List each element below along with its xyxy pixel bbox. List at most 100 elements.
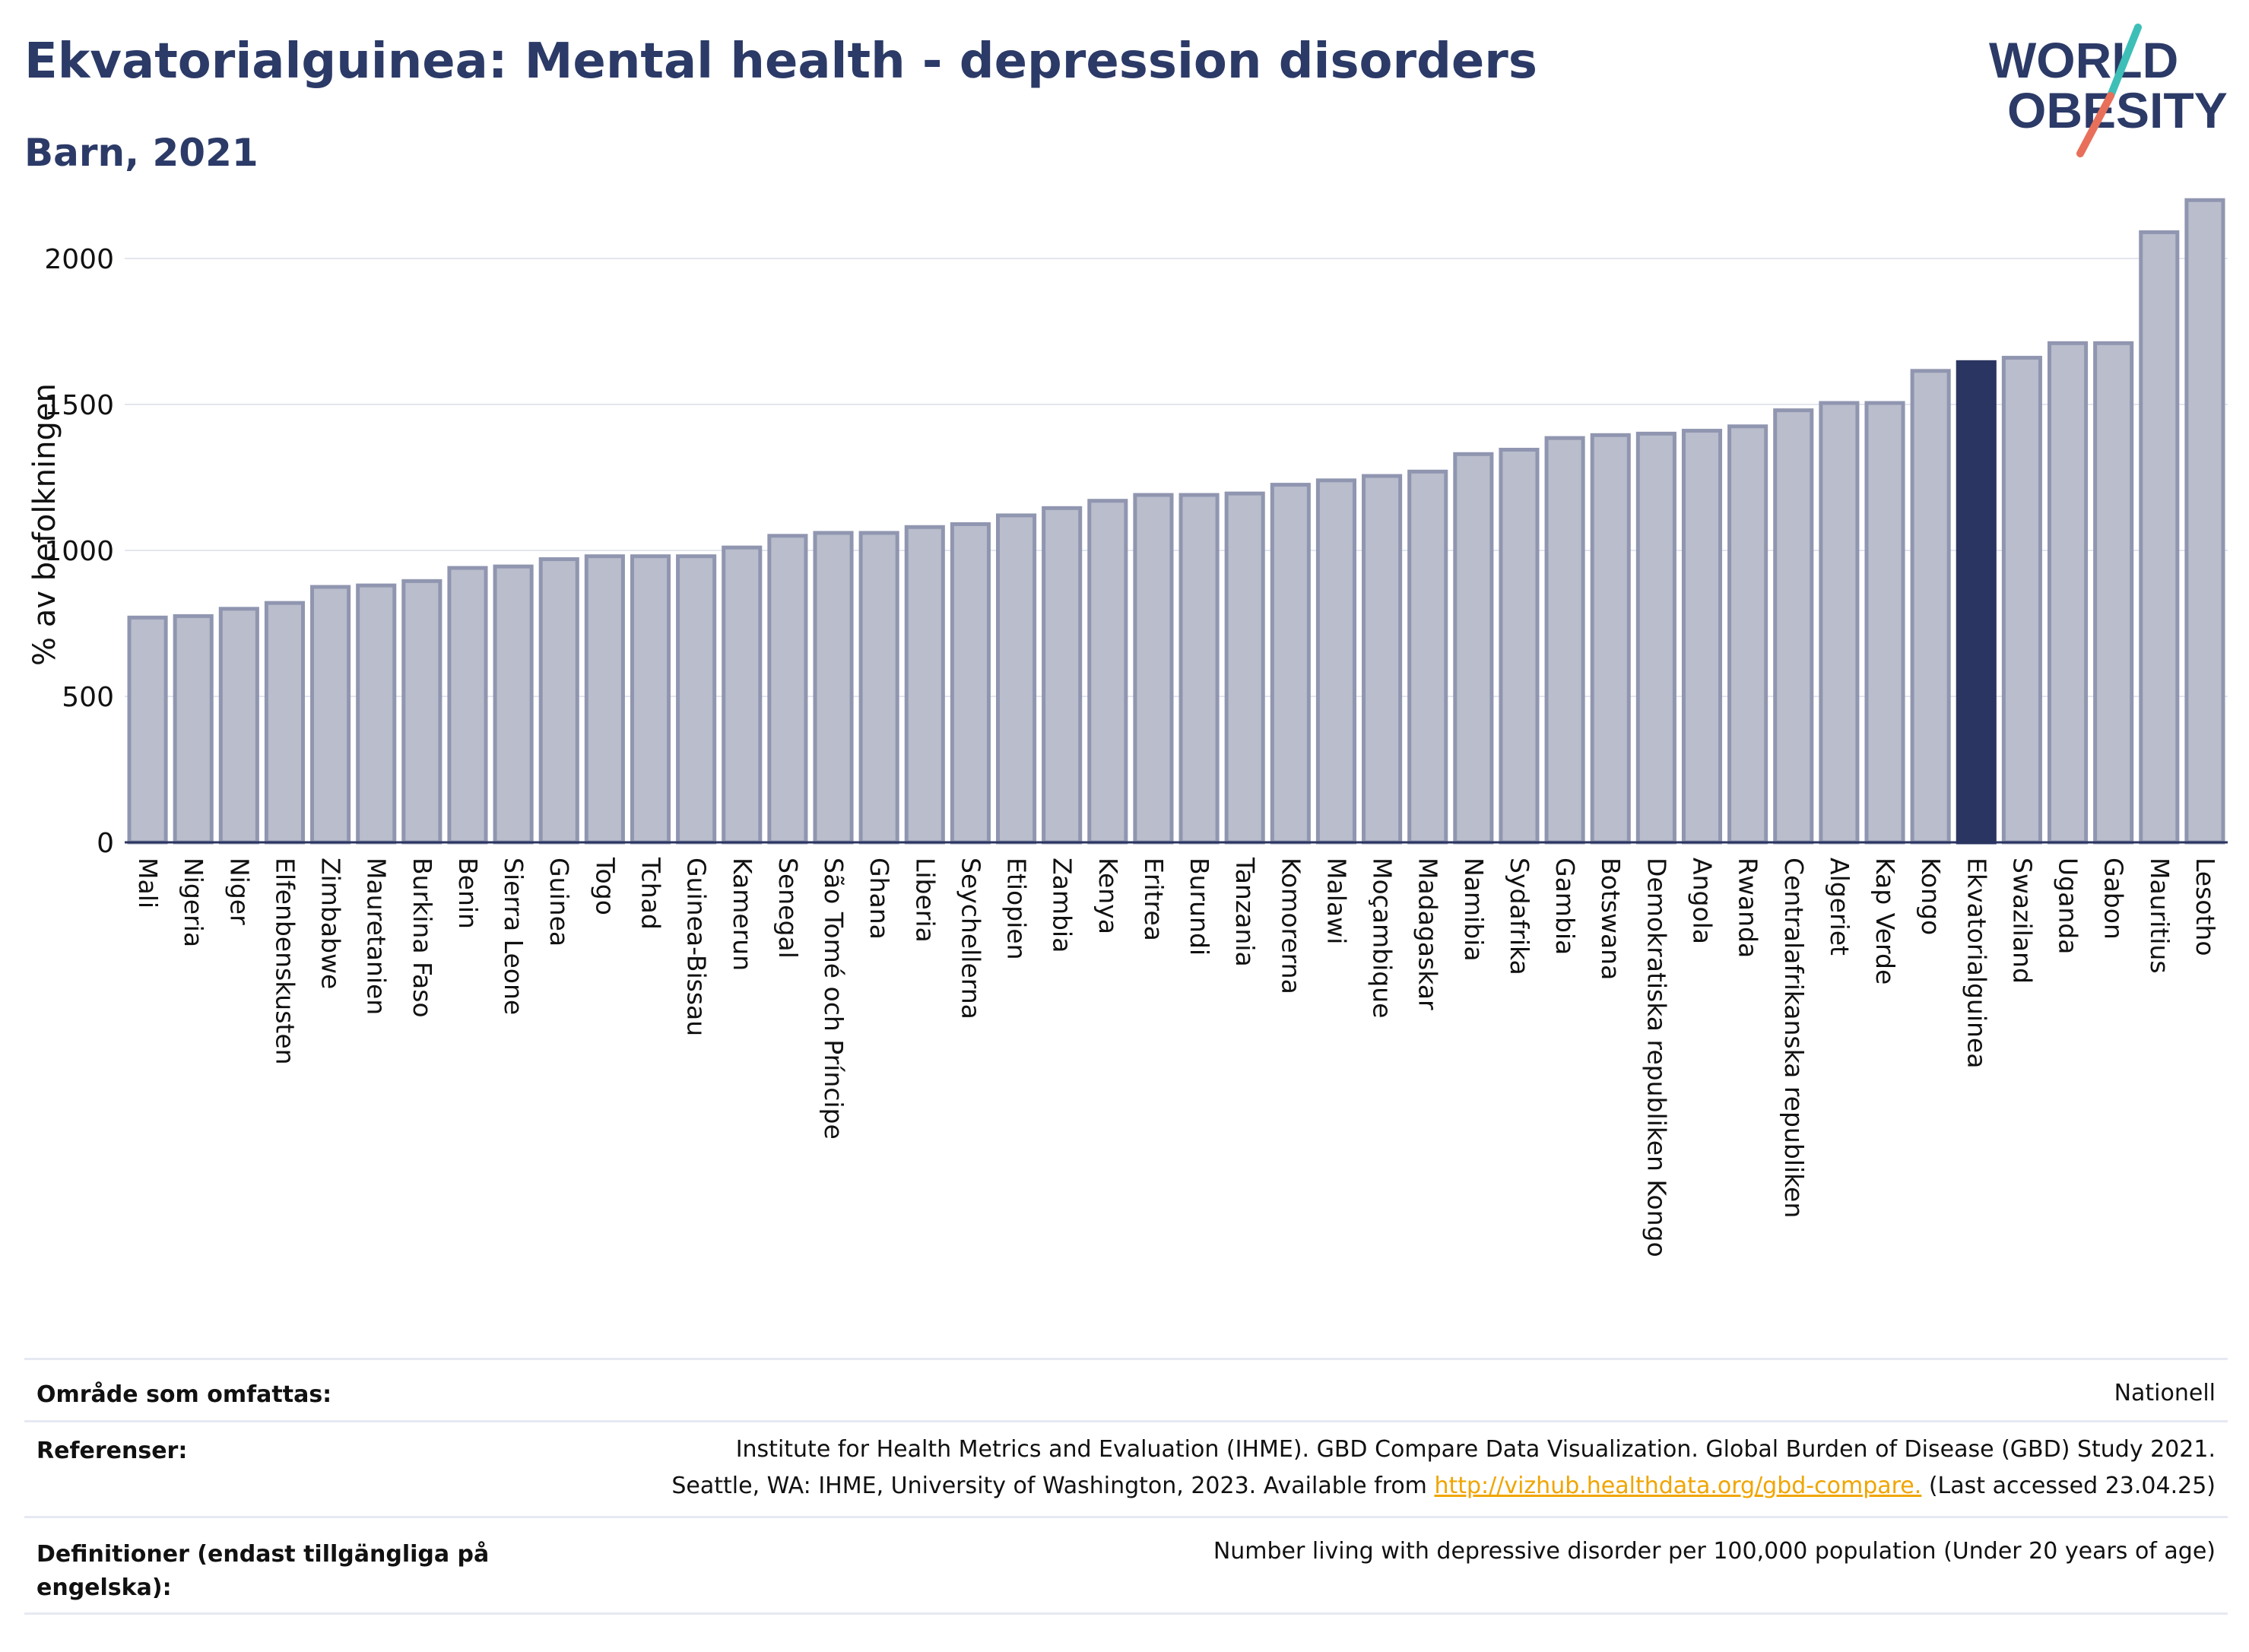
x-tick-label: Liberia <box>910 858 940 943</box>
bar-zambia <box>1042 506 1083 845</box>
bar-burundi <box>1178 493 1220 845</box>
x-tick-label: Mali <box>133 858 163 908</box>
x-tick-label: Kamerun <box>728 858 757 971</box>
bar-sydafrika <box>1499 448 1540 845</box>
x-axis-labels: Mali Nigeria Niger Elfenbenskusten Zimbabwe M… <box>133 857 2220 1257</box>
chart-title: Ekvatorialguinea: Mental health - depres… <box>24 33 1537 90</box>
bar-algeriet <box>1819 401 1860 845</box>
bar-kenya <box>1087 499 1128 845</box>
x-tick-label: Benin <box>453 858 483 929</box>
x-tick-label: Swaziland <box>2007 858 2037 984</box>
coverage-label: Område som omfattas: <box>36 1381 332 1408</box>
x-tick-label: Gambia <box>1550 858 1580 955</box>
definitions-label-line2: engelska): <box>36 1574 172 1601</box>
y-axis-label: % av befolkningen <box>27 383 62 666</box>
bar-botswana <box>1590 433 1631 845</box>
x-tick-label: Algeriet <box>1825 858 1854 956</box>
bar-benin <box>447 566 488 845</box>
logo-slash-coral <box>2076 92 2114 157</box>
bar-kap-verde <box>1864 401 1905 845</box>
bar-madagaskar <box>1407 469 1448 845</box>
bar-niger <box>218 607 259 845</box>
y-axis-ticks: 0 500 1000 1500 2000 <box>44 244 114 859</box>
definitions-value: Number living with depressive disorder p… <box>1213 1538 2216 1565</box>
x-tick-label: Etiopien <box>1002 858 1032 959</box>
bar-etiopien <box>995 513 1037 845</box>
definitions-label: Definitioner (endast tillgängliga på eng… <box>36 1538 489 1605</box>
bar-ekvatorialguinea <box>1956 360 1997 845</box>
bar-eritrea <box>1133 493 1174 845</box>
bar-togo <box>584 554 625 845</box>
bar-seychellerna <box>950 522 991 845</box>
x-tick-label: Gabon <box>2099 858 2129 940</box>
y-tick-label: 500 <box>62 682 114 713</box>
references-line2-pre: Seattle, WA: IHME, University of Washing… <box>671 1473 1435 1499</box>
references-line1: Institute for Health Metrics and Evaluat… <box>735 1436 2216 1463</box>
bar-tchad <box>630 554 671 845</box>
bar-senegal <box>767 534 808 845</box>
bar-mo-ambique <box>1362 474 1403 845</box>
x-tick-label: Uganda <box>2054 858 2083 954</box>
x-tick-label: Seychellerna <box>956 858 985 1019</box>
x-tick-label: Senegal <box>773 858 803 959</box>
x-tick-label: Togo <box>590 857 620 915</box>
x-tick-label: Ekvatorialguinea <box>1962 858 1991 1068</box>
x-tick-label: Centralafrikanska republiken <box>1779 858 1809 1218</box>
references-label: Referenser: <box>36 1438 188 1464</box>
x-tick-label: Komorerna <box>1276 858 1305 994</box>
x-tick-label: Niger <box>224 858 254 925</box>
x-tick-label: Elfenbenskusten <box>270 858 300 1065</box>
definitions-label-line1: Definitioner (endast tillgängliga på <box>36 1541 490 1568</box>
y-tick-label: 1500 <box>44 390 114 421</box>
coverage-value: Nationell <box>2114 1380 2216 1406</box>
x-tick-label: Malawi <box>1321 858 1351 944</box>
references-link[interactable]: http://vizhub.healthdata.org/gbd-compare… <box>1434 1473 1922 1499</box>
info-row-definitions: Definitioner (endast tillgängliga på eng… <box>24 1516 2228 1615</box>
bar-nigeria <box>173 614 214 845</box>
bar-zimbabwe <box>310 585 351 845</box>
bar-guinea <box>538 557 579 845</box>
bar-tanzania <box>1224 491 1265 845</box>
bar-malawi <box>1315 478 1357 845</box>
bar-gabon <box>2093 341 2134 845</box>
x-tick-label: Sydafrika <box>1505 858 1534 975</box>
x-tick-label: Madagaskar <box>1413 858 1443 1010</box>
x-tick-label: Namibia <box>1459 858 1489 962</box>
bar-namibia <box>1453 452 1494 845</box>
references-value: Institute for Health Metrics and Evaluat… <box>671 1432 2216 1505</box>
bar-mauritius <box>2139 230 2180 845</box>
x-tick-label: Nigeria <box>179 858 208 947</box>
x-tick-label: Kenya <box>1093 858 1123 934</box>
x-tick-label: Angola <box>1688 858 1718 944</box>
bar-burkina-faso <box>401 579 443 845</box>
x-tick-label: Guinea <box>544 858 574 946</box>
logo-slash-teal <box>2107 24 2142 100</box>
bar-mauretanien <box>356 583 397 845</box>
bar-angola <box>1681 429 1723 845</box>
bar-sierra-leone <box>493 564 534 845</box>
x-tick-label: Moçambique <box>1368 858 1397 1018</box>
bar-kongo <box>1910 369 1951 845</box>
logo-line1: WORLD <box>1989 32 2178 88</box>
bar-uganda <box>2047 341 2089 845</box>
world-obesity-logo: WORLD OBESITY <box>1989 24 2228 157</box>
x-tick-label: Sierra Leone <box>499 858 528 1015</box>
x-tick-label: Ghana <box>864 858 894 940</box>
info-row-coverage: Område som omfattas: Nationell <box>24 1358 2228 1421</box>
chart-subtitle: Barn, 2021 <box>24 131 259 175</box>
bar-kamerun <box>722 545 763 845</box>
x-tick-label: Kap Verde <box>1870 858 1900 985</box>
x-tick-label: Burkina Faso <box>408 858 437 1018</box>
bar-s-o-tom-och-pr-ncipe <box>813 531 854 845</box>
bar-lesotho <box>2184 198 2225 845</box>
x-tick-label: Rwanda <box>1734 858 1763 958</box>
bar-chart: 0 500 1000 1500 2000 Mali Nigeria Niger Elfenbe… <box>27 198 2228 1257</box>
bar-gambia <box>1544 436 1585 845</box>
x-tick-label: Zimbabwe <box>316 858 346 989</box>
logo-line2: OBESITY <box>2007 82 2228 138</box>
bar-ghana <box>858 531 899 845</box>
references-line2-post: (Last accessed 23.04.25) <box>1921 1473 2216 1499</box>
x-tick-label: Lesotho <box>2190 858 2220 956</box>
y-tick-label: 0 <box>97 828 114 859</box>
bar-centralafrikanska-republiken <box>1773 408 1814 845</box>
